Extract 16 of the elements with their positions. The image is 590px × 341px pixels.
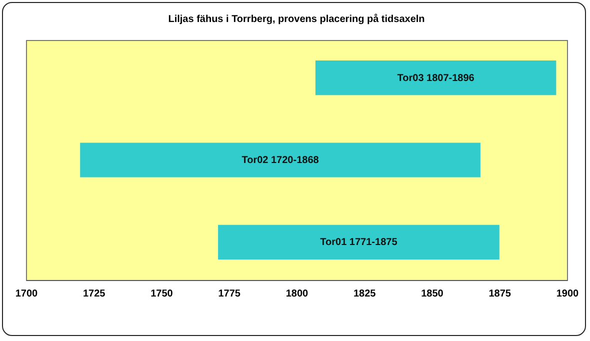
x-tick-label: 1875: [488, 288, 512, 300]
x-tick-label: 1850: [421, 288, 444, 300]
data-label: Tor01 1771-1875: [320, 237, 398, 248]
bar: [315, 60, 556, 96]
x-tick-label: 1750: [150, 288, 174, 300]
x-tick-label: 1700: [15, 288, 38, 300]
x-tick-label: 1825: [354, 288, 376, 300]
x-tick-label: 1800: [286, 288, 309, 300]
bar: [218, 224, 500, 260]
x-tick-label: 1725: [83, 288, 106, 300]
data-label: Tor03 1807-1896: [397, 72, 475, 84]
x-tick-label: 1775: [218, 288, 241, 300]
data-label: Tor02 1720-1868: [242, 155, 320, 166]
x-tick-label: 1900: [556, 288, 580, 300]
chart-title: Liljas fähus i Torrberg, provens placering på tidsaxeln: [168, 13, 425, 25]
bar: [80, 142, 480, 178]
